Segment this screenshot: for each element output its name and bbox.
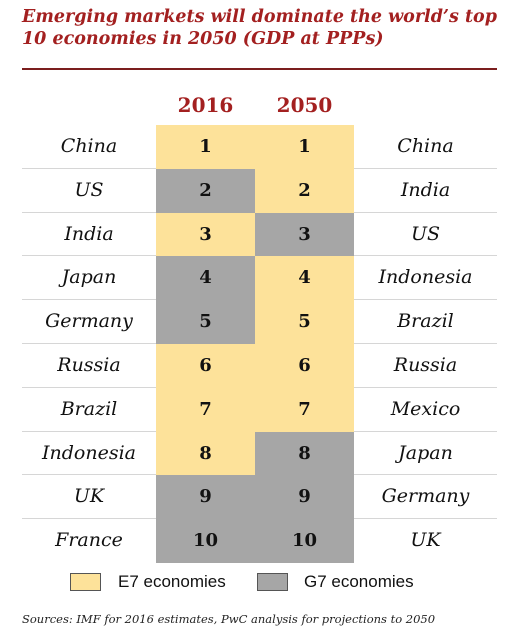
rank-cell-2050: 8: [255, 431, 354, 476]
table-row: US 2 2 India: [22, 168, 497, 213]
chart-title: Emerging markets will dominate the world…: [22, 7, 497, 49]
rank-cell-2050: 4: [255, 256, 354, 301]
country-2016: China: [60, 135, 118, 157]
country-2050: US: [410, 222, 441, 245]
country-2050: Brazil: [397, 310, 454, 333]
column-header-2050: 2050: [276, 93, 333, 117]
source-note: Sources: IMF for 2016 estimates, PwC ana…: [22, 612, 436, 626]
rank-cell-2050: 10: [255, 519, 354, 563]
rank-cell-2050: 2: [255, 168, 354, 213]
rank-cell-2016: 6: [156, 343, 255, 388]
country-2016: Indonesia: [42, 441, 136, 464]
country-2050: Russia: [393, 353, 458, 376]
title-divider: [22, 68, 497, 70]
country-2016: France: [55, 529, 123, 552]
rank-cell-2016: 1: [156, 125, 255, 169]
country-2050: Japan: [398, 441, 453, 464]
rank-cell-2050: 9: [255, 475, 354, 520]
country-2050: UK: [410, 529, 441, 552]
rank-cell-2050: 7: [255, 387, 354, 432]
ranking-table: China 1 1 China US 2 2 India India 3 3 US Japan 4 4 Ind…: [22, 125, 497, 563]
country-2016: US: [74, 178, 104, 201]
table-row: Japan 4 4 Indonesia: [22, 256, 497, 301]
rank-cell-2016: 4: [156, 256, 255, 301]
table-row: India 3 3 US: [22, 212, 497, 257]
rank-cell-2016: 9: [156, 475, 255, 520]
table-row: France 10 10 UK: [22, 519, 497, 563]
rank-cell-2050: 6: [255, 343, 354, 388]
rank-cell-2050: 1: [255, 125, 354, 169]
country-2016: Brazil: [60, 397, 118, 420]
country-2016: Japan: [61, 266, 117, 289]
country-2050: Indonesia: [378, 266, 473, 289]
rank-cell-2016: 3: [156, 212, 255, 257]
country-2050: India: [400, 178, 451, 201]
rank-cell-2016: 5: [156, 300, 255, 344]
table-row: Germany 5 5 Brazil: [22, 300, 497, 344]
country-2016: Germany: [45, 310, 133, 333]
country-2016: Russia: [57, 353, 121, 376]
country-2016: India: [64, 222, 114, 245]
country-2050: Mexico: [390, 397, 461, 420]
table-row: Indonesia 8 8 Japan: [22, 431, 497, 476]
rank-cell-2050: 3: [255, 212, 354, 257]
country-2016: UK: [73, 485, 105, 508]
table-row: Brazil 7 7 Mexico: [22, 387, 497, 432]
legend-swatch-e7: [70, 573, 101, 591]
table-row: Russia 6 6 Russia: [22, 343, 497, 388]
rank-cell-2016: 8: [156, 431, 255, 476]
country-2050: Germany: [381, 485, 470, 508]
country-2050: China: [397, 135, 454, 157]
rank-cell-2016: 7: [156, 387, 255, 432]
legend-swatch-g7: [257, 573, 288, 591]
rank-cell-2016: 2: [156, 168, 255, 213]
column-header-2016: 2016: [177, 93, 234, 117]
legend-label-e7: E7 economies: [118, 572, 226, 591]
rank-cell-2016: 10: [156, 519, 255, 563]
table-row: China 1 1 China: [22, 125, 497, 169]
rank-cell-2050: 5: [255, 300, 354, 344]
table-row: UK 9 9 Germany: [22, 475, 497, 520]
legend-label-g7: G7 economies: [304, 572, 414, 591]
